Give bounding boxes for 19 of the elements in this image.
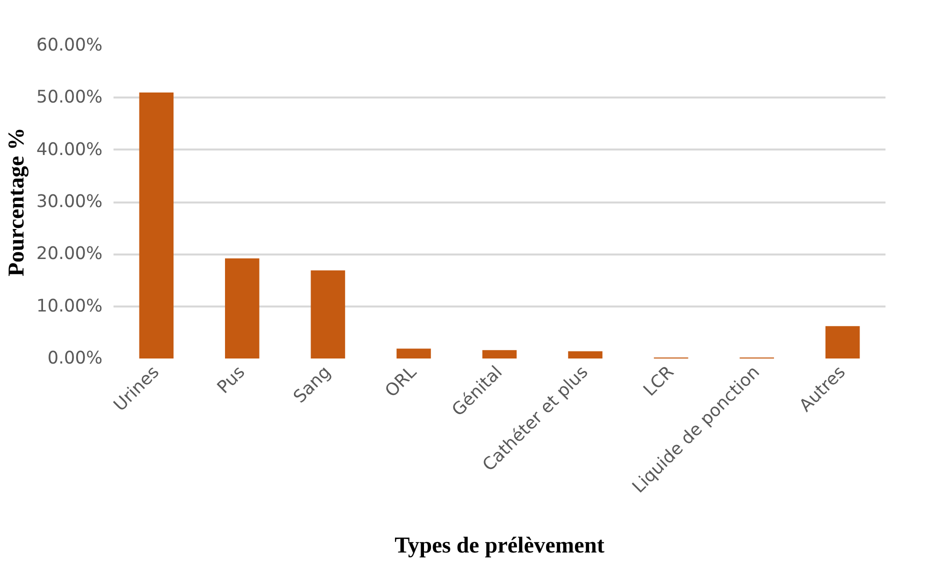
bar bbox=[225, 258, 260, 358]
y-tick-label: 20.00% bbox=[36, 244, 103, 264]
y-tick-label: 60.00% bbox=[36, 36, 103, 56]
y-axis-title: Pourcentage % bbox=[3, 128, 28, 276]
y-tick-label: 40.00% bbox=[36, 140, 103, 160]
x-tick-label: ORL bbox=[382, 362, 422, 402]
x-tick-label: Pus bbox=[214, 362, 250, 398]
x-tick-label: LCR bbox=[640, 362, 678, 400]
bar bbox=[825, 326, 860, 358]
x-axis-title: Types de prélèvement bbox=[394, 532, 605, 558]
bar bbox=[568, 351, 602, 358]
y-tick-label: 0.00% bbox=[47, 348, 103, 368]
bar bbox=[139, 92, 174, 358]
bar bbox=[396, 348, 431, 358]
y-tick-label: 10.00% bbox=[36, 296, 103, 316]
bar bbox=[482, 350, 517, 358]
y-tick-label: 30.00% bbox=[36, 192, 103, 212]
y-tick-label: 50.00% bbox=[36, 88, 103, 108]
bar bbox=[310, 270, 346, 358]
